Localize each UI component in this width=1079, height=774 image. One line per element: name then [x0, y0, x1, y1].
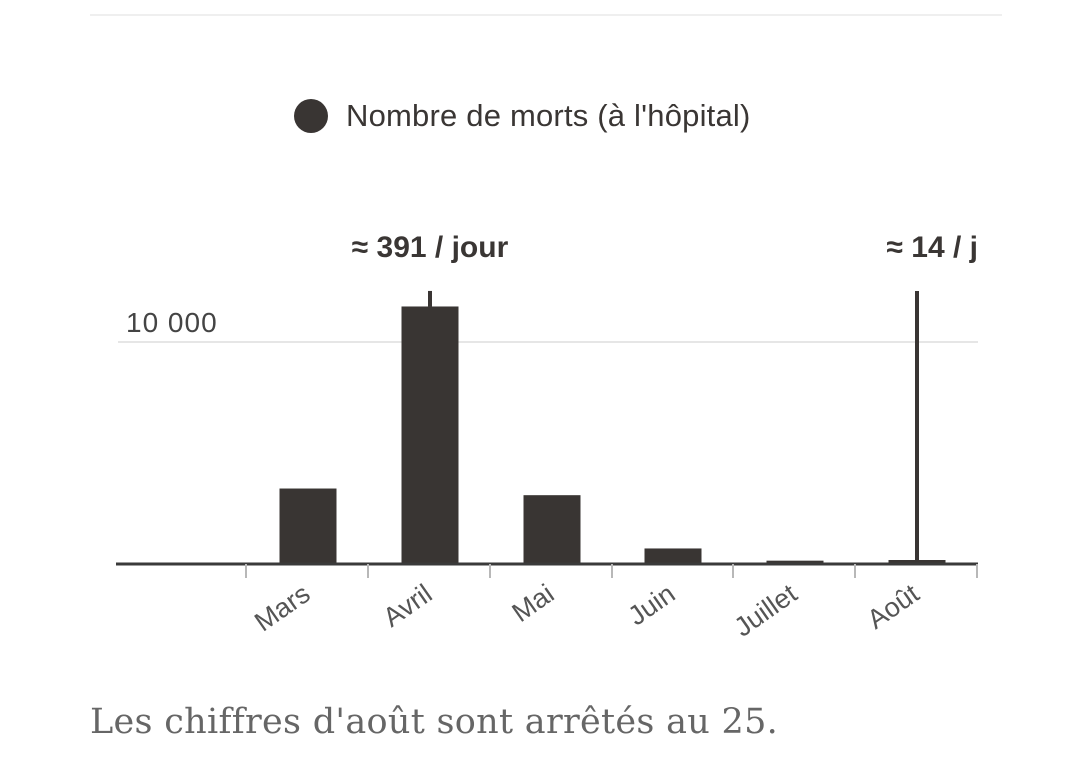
- annotation-label: ≈ 391 / jour: [352, 231, 509, 264]
- top-divider: [90, 14, 1002, 16]
- x-tick-label: Juin: [623, 578, 681, 631]
- bar-août: [888, 560, 946, 564]
- y-tick-label: 10 000: [126, 307, 218, 338]
- bar-chart: 10 000 Mars Avril Mai Juin Juillet Août ≈ 391 /…: [116, 231, 978, 643]
- chart-footnote: Les chiffres d'août sont arrêtés au 25.: [90, 702, 779, 742]
- bar-mars: [279, 488, 337, 564]
- x-tick-label: Mai: [507, 578, 560, 628]
- bar-avril: [401, 306, 459, 564]
- annotation-label: ≈ 14 / j: [886, 231, 978, 264]
- x-tick-label: Mars: [249, 578, 315, 637]
- legend-swatch: [294, 99, 328, 133]
- x-tick-label: Août: [862, 578, 925, 635]
- bar-juillet: [766, 560, 824, 564]
- bar-mai: [523, 495, 581, 564]
- x-tick-label: Avril: [378, 578, 438, 632]
- x-tick-label: Juillet: [729, 578, 803, 642]
- chart-legend: Nombre de morts (à l'hôpital): [294, 98, 751, 134]
- legend-label: Nombre de morts (à l'hôpital): [346, 98, 751, 133]
- bar-juin: [644, 548, 702, 564]
